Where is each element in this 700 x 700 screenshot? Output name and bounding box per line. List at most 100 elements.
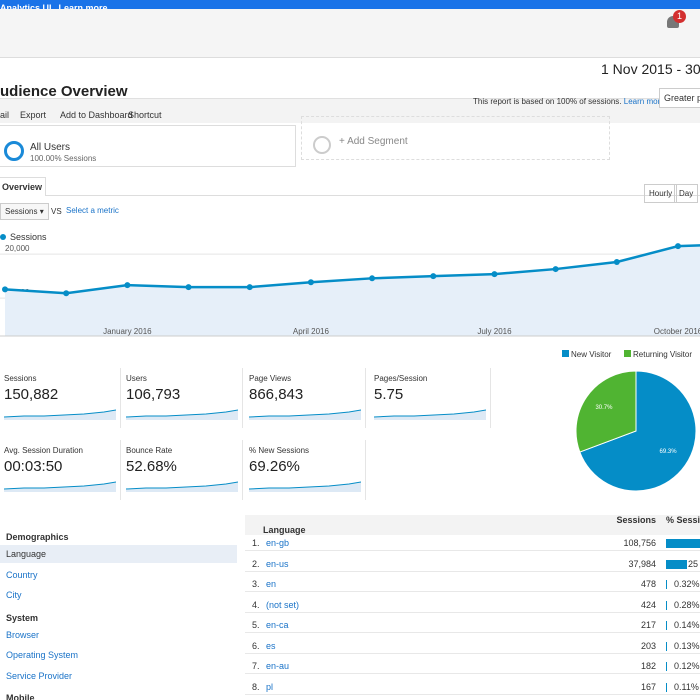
granularity-button[interactable]: Day [674, 184, 699, 203]
pie-label: 69.3% [660, 449, 678, 455]
metric-label: Avg. Session Duration [4, 446, 84, 455]
add-segment-card[interactable] [301, 116, 610, 160]
segment-card[interactable] [0, 125, 296, 167]
metric-select[interactable]: Sessions ▾ [0, 203, 49, 220]
x-tick-label: July 2016 [477, 327, 512, 336]
sparkline [126, 409, 238, 420]
segment-detail: 100.00% Sessions [30, 154, 97, 163]
metric-label: Sessions [4, 374, 37, 383]
nav-heading: Mobile [6, 693, 35, 700]
row-line [245, 570, 700, 572]
language-link[interactable]: en-au [266, 661, 290, 671]
sparkline [126, 481, 238, 492]
sessions-bar [666, 559, 687, 569]
row-line [245, 632, 700, 633]
toolbar-item[interactable]: Export [20, 110, 47, 120]
language-link[interactable]: en-gb [266, 538, 290, 548]
sessions-bar [666, 621, 667, 630]
pct-cell: 0.28% [674, 599, 700, 610]
metric-card: Bounce Rate 52.68% [122, 440, 243, 500]
language-link[interactable]: en-ca [266, 620, 289, 630]
select-metric[interactable]: Select a metric [66, 206, 119, 215]
point [369, 275, 376, 282]
point [675, 243, 681, 250]
language-link[interactable]: (not set) [266, 599, 300, 610]
add-segment-label[interactable]: + Add Segment [339, 136, 408, 147]
sessions-bar [666, 662, 667, 671]
toolbar-item[interactable]: ail [0, 110, 10, 120]
point [491, 271, 498, 278]
metric-value: 00:03:50 [4, 458, 63, 475]
point [246, 284, 253, 291]
language-link[interactable]: pl [266, 681, 274, 692]
pct-cell: 0.14% [674, 620, 700, 630]
nav-item[interactable]: City [6, 590, 22, 600]
nav-heading: System [6, 612, 39, 623]
nav-item[interactable]: Language [0, 545, 237, 563]
sessions-cell: 217 [640, 620, 656, 630]
sparkline-area [4, 410, 116, 420]
notification-badge: 1 [673, 10, 686, 23]
sparkline-line [249, 481, 361, 490]
tab-line [0, 195, 700, 196]
nav-item[interactable]: Operating System [6, 650, 79, 660]
banner: Analytics UI. Learn more. [0, 0, 700, 13]
metric-card: Avg. Session Duration 00:03:50 [0, 440, 121, 500]
date-range[interactable]: 1 Nov 2015 - 30 No [601, 61, 700, 77]
metric-label: % New Sessions [249, 446, 310, 455]
row-line [245, 550, 700, 551]
sessions-bar [666, 600, 667, 610]
sessions-bar [666, 539, 700, 548]
banner-text: Analytics UI. [0, 3, 55, 13]
sparkline-line [374, 409, 486, 418]
sparkline [249, 409, 361, 420]
sparkline-line [4, 409, 116, 418]
toolbar-item[interactable]: Shortcut [128, 110, 162, 120]
legend-label: Sessions [10, 232, 47, 242]
legend-label: New Visitor [571, 350, 612, 359]
sparkline-area [249, 482, 361, 492]
sparkline [374, 409, 486, 420]
point [552, 266, 559, 273]
legend-dot [0, 234, 6, 240]
area [5, 245, 700, 336]
overview-tab[interactable]: Overview [0, 177, 47, 196]
table-header [245, 515, 700, 535]
sessions-cell: 478 [640, 579, 656, 589]
sparkline [4, 409, 116, 420]
row-line [245, 652, 700, 654]
sessions-cell: 167 [640, 681, 656, 692]
metric-value: 106,793 [126, 386, 181, 403]
pct-cell: 0.11% [674, 681, 699, 692]
language-link[interactable]: es [266, 640, 276, 651]
granularity-button[interactable]: Hourly [644, 184, 678, 203]
nav-item[interactable]: Service Provider [6, 670, 73, 681]
metric-label: Pages/Session [374, 374, 428, 383]
language-link[interactable]: en-us [266, 558, 289, 569]
pct-cell: 0.13% [674, 640, 700, 651]
precision-button[interactable]: Greater pre [659, 88, 700, 108]
metric-card: Sessions 150,882 [0, 368, 121, 428]
y-tick-label: 20,000 [5, 244, 30, 253]
x-tick-label: October 2016 [654, 327, 700, 336]
metric-card: Page Views 866,843 [245, 368, 366, 428]
legend-label: Returning Visitor [633, 350, 692, 359]
nav-item[interactable]: Country [6, 569, 38, 580]
sessions-cell: 108,756 [623, 538, 656, 548]
banner-link[interactable]: Learn more. [58, 3, 111, 13]
metric-select-label: Sessions [5, 207, 38, 216]
toolbar-item[interactable]: Add to Dashboard [60, 110, 133, 120]
sessions-cell: 203 [640, 640, 656, 651]
metric-card: Users 106,793 [122, 368, 243, 428]
sampling-text: This report is based on 100% of sessions… [473, 97, 622, 106]
sessions-bar [666, 580, 667, 589]
row-line [245, 611, 700, 613]
sampling-link[interactable]: Learn more [623, 97, 665, 106]
language-link[interactable]: en [266, 579, 277, 589]
row-line [245, 673, 700, 674]
nav-heading: Demographics [6, 532, 69, 542]
nav-item[interactable]: Browser [6, 629, 40, 640]
sessions-cell: 182 [640, 661, 656, 671]
point [613, 259, 620, 266]
